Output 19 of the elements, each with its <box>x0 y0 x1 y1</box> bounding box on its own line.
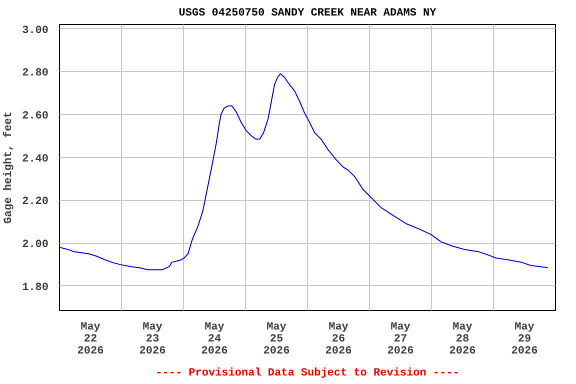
text: ---- Provisional Data Subject to Revision ---- <box>156 368 460 380</box>
y-tick-label: 2.60 <box>22 110 48 122</box>
x-tick-label: May 27 2026 <box>387 322 414 358</box>
x-tick-label: May 25 2026 <box>263 322 290 358</box>
x-tick-label: May 28 2026 <box>449 322 476 358</box>
y-tick-label: 2.80 <box>22 68 48 80</box>
y-tick-label: 3.00 <box>22 24 48 37</box>
y-tick-label: 2.40 <box>22 153 48 166</box>
x-tick-label: May 24 2026 <box>201 322 228 358</box>
x-tick-label: May 29 2026 <box>511 322 538 358</box>
y-tick-label: 1.80 <box>22 282 48 294</box>
x-tick-label: May 26 2026 <box>325 322 352 358</box>
x-tick-label: May 22 2026 <box>77 322 104 358</box>
line-series <box>60 73 548 270</box>
y-tick-label: 2.20 <box>22 196 48 208</box>
chart-title: USGS 04250750 SANDY CREEK NEAR ADAMS NY <box>178 8 437 20</box>
y-tick-label: 2.00 <box>22 239 48 252</box>
y-axis-title: Gage height, feet <box>2 111 16 224</box>
x-tick-label: May 23 2026 <box>139 322 166 358</box>
